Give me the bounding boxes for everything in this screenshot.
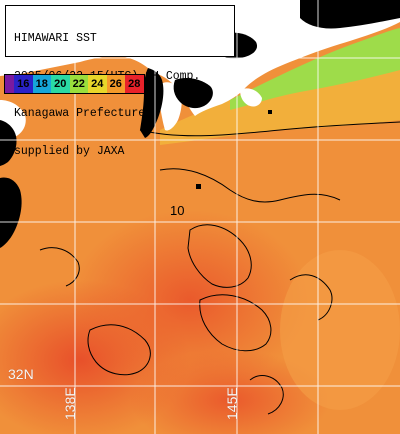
cloud-cover xyxy=(0,0,400,248)
sst-contours xyxy=(39,121,400,415)
legend-lead-swatch xyxy=(5,75,14,93)
legend-cell-28: 28 xyxy=(125,75,144,93)
longitude-label-west: 138E xyxy=(62,387,78,420)
hot-region-south xyxy=(130,350,330,434)
cool-coastal-water-green xyxy=(230,28,400,110)
latitude-label: 32N xyxy=(8,366,34,382)
legend-cell-20: 20 xyxy=(51,75,70,93)
longitude-label-east: 145E xyxy=(224,387,240,420)
legend-cell-18: 18 xyxy=(32,75,51,93)
title-line-region: Kanagawa Prefecture xyxy=(14,107,146,120)
legend-cell-26: 26 xyxy=(106,75,125,93)
sst-legend: 16 18 20 22 24 26 28 xyxy=(4,74,145,94)
title-line-credit: supplied by JAXA xyxy=(14,144,125,158)
contour-label: 10 xyxy=(170,203,185,218)
warm-region-east xyxy=(280,250,400,410)
legend-cell-24: 24 xyxy=(88,75,107,93)
legend-cell-16: 16 xyxy=(14,75,33,93)
land-boso xyxy=(240,88,262,107)
legend-cell-22: 22 xyxy=(69,75,88,93)
title-box: HIMAWARI SST 2025/06/22 15(UTC) 3H Comp.… xyxy=(5,5,235,157)
title-line-product: HIMAWARI SST xyxy=(14,32,97,45)
